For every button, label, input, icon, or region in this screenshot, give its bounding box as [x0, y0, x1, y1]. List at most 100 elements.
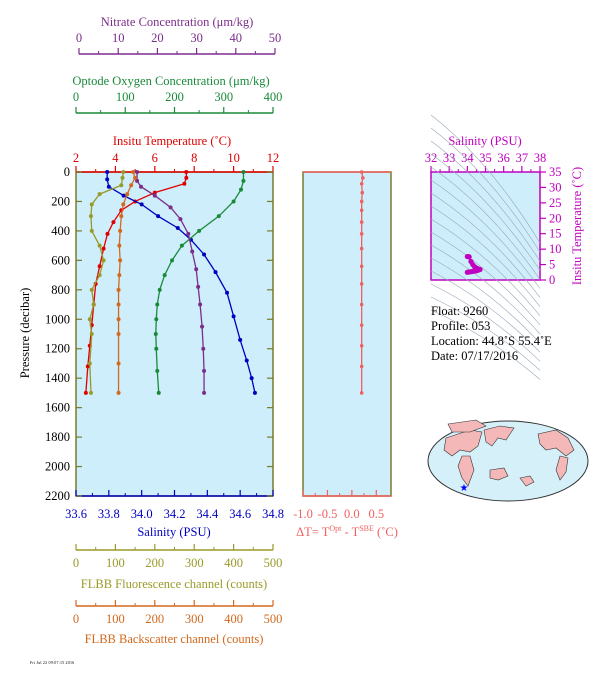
temperature-profile-point	[111, 220, 116, 225]
fluorescence-profile-point	[97, 243, 102, 248]
salinity-profile-point	[156, 214, 161, 219]
salinity-tick-label: 33.6	[65, 507, 87, 521]
salinity-profile-point	[231, 314, 236, 319]
fluorescence-profile-point	[87, 317, 92, 322]
backscatter-profile-point	[116, 317, 121, 322]
delta-t-point	[359, 264, 364, 269]
delta-t-point	[359, 208, 364, 213]
backscatter-profile-point	[117, 273, 122, 278]
oxygen-profile-point	[154, 346, 159, 351]
backscatter-profile-point	[121, 202, 126, 207]
salinity-tick-label: 33.8	[98, 507, 120, 521]
oxygen-profile-point	[155, 368, 160, 373]
pressure-tick-label: 2200	[45, 489, 70, 503]
float-id: Float: 9260	[431, 304, 489, 318]
isopycnal-line	[430, 114, 541, 244]
delta-t-point	[359, 181, 364, 186]
delta-t-point	[361, 176, 365, 180]
fluorescence-profile-point	[89, 202, 94, 207]
float-info: Float: 9260 Profile: 053 Location: 44.8˚…	[431, 304, 552, 364]
delta-t-point	[359, 199, 364, 204]
nitrate-profile-point	[198, 302, 203, 307]
fluorescence-profile-point	[89, 332, 94, 336]
ts-salinity-label: Salinity (PSU)	[448, 134, 521, 148]
fluorescence-profile-point	[88, 390, 93, 395]
isopycnal-line	[430, 179, 541, 289]
delta-t-point	[359, 323, 364, 327]
temperature-tick-label: 4	[112, 151, 119, 165]
pressure-axis-label: Pressure (decibar)	[18, 288, 32, 379]
nitrate-profile-point	[200, 324, 205, 329]
backscatter-profile-line	[117, 171, 136, 393]
fluorescence-profile-point	[97, 273, 102, 278]
backscatter-axis: 0 100 200 300 400 500 FLBB Backscatter channe…	[73, 600, 282, 646]
temperature-profile-point	[184, 170, 189, 174]
nitrate-profile-point	[135, 178, 140, 183]
fluorescence-tick-label: 200	[145, 556, 164, 570]
fluorescence-profile-point	[87, 361, 92, 366]
temperature-profile-point	[83, 390, 88, 395]
ts-temperature-label: Insitu Temperature (˚C)	[570, 167, 584, 285]
temperature-profile-point	[152, 190, 157, 195]
pressure-tick-label: 1800	[45, 430, 70, 444]
isopycnal-line	[430, 296, 541, 371]
backscatter-profile-point	[116, 332, 121, 336]
oxygen-profile-point	[216, 214, 221, 219]
salinity-tick-label: 34.8	[262, 507, 284, 521]
delta-t-point	[359, 232, 364, 236]
nitrate-profile-point	[201, 346, 206, 351]
delta-t-plot: -1.0 -0.5 0.0 0.5 ΔT= TOpt - TSBE (˚C)	[293, 170, 398, 539]
profile-number: Profile: 053	[431, 319, 491, 333]
salinity-profile-point	[105, 177, 110, 182]
temperature-tick-label: 8	[191, 151, 197, 165]
oxygen-profile-point	[238, 187, 243, 192]
fluorescence-profile-point	[119, 183, 124, 188]
ts-temperature-tick-label: 0	[549, 273, 555, 287]
nitrate-profile-point	[194, 267, 199, 272]
pressure-tick-label: 1000	[45, 312, 70, 326]
nitrate-profile-point	[202, 368, 207, 373]
nitrate-profile-point	[178, 217, 183, 222]
ts-salinity-tick-label: 37	[516, 151, 529, 165]
oxygen-tick-label: 100	[116, 90, 135, 104]
nitrate-tick-label: 10	[112, 31, 125, 45]
salinity-profile-point	[213, 270, 218, 275]
ts-plot-area	[430, 171, 541, 281]
isopycnal-line	[430, 283, 541, 362]
salinity-tick-label: 34.6	[229, 507, 251, 521]
fluorescence-tick-label: 300	[185, 556, 204, 570]
oxygen-axis-label: Optode Oxygen Concentration (μm/kg)	[72, 74, 269, 88]
ts-salinity-tick-label: 38	[534, 151, 547, 165]
ts-salinity-tick-label: 34	[461, 151, 474, 165]
backscatter-tick-label: 300	[185, 612, 204, 626]
backscatter-profile-point	[131, 170, 136, 174]
nitrate-axis-label: Nitrate Concentration (μm/kg)	[101, 15, 254, 29]
nitrate-tick-label: 40	[230, 31, 243, 45]
ts-point	[464, 269, 470, 275]
nitrate-profile-point	[168, 205, 173, 210]
pressure-tick-label: 2000	[45, 460, 70, 474]
salinity-profile-point	[238, 337, 243, 342]
oxygen-profile-point	[170, 258, 175, 263]
temperature-profile-point	[85, 364, 90, 369]
ts-salinity-tick-label: 32	[425, 151, 438, 165]
delta-t-point	[359, 364, 364, 369]
salinity-profile-point	[175, 225, 180, 230]
oxygen-profile-point	[197, 228, 202, 233]
oxygen-profile-point	[157, 287, 162, 292]
backscatter-profile-point	[119, 214, 124, 219]
isopycnal-line	[430, 257, 541, 344]
isopycnal-line	[430, 192, 541, 298]
backscatter-tick-label: 200	[145, 612, 164, 626]
isopycnal-line	[430, 309, 541, 380]
backscatter-profile-point	[133, 175, 138, 180]
delta-t-plot-area	[302, 171, 392, 497]
temperature-tick-label: 6	[152, 151, 158, 165]
delta-t-point	[359, 220, 364, 224]
fluorescence-profile-point	[88, 214, 93, 219]
timestamp-footnote: Fri Jul 22 09:07:15 2016	[30, 660, 75, 665]
nitrate-tick-label: 0	[76, 31, 82, 45]
oxygen-tick-label: 400	[264, 90, 283, 104]
backscatter-profile-point	[116, 390, 121, 395]
